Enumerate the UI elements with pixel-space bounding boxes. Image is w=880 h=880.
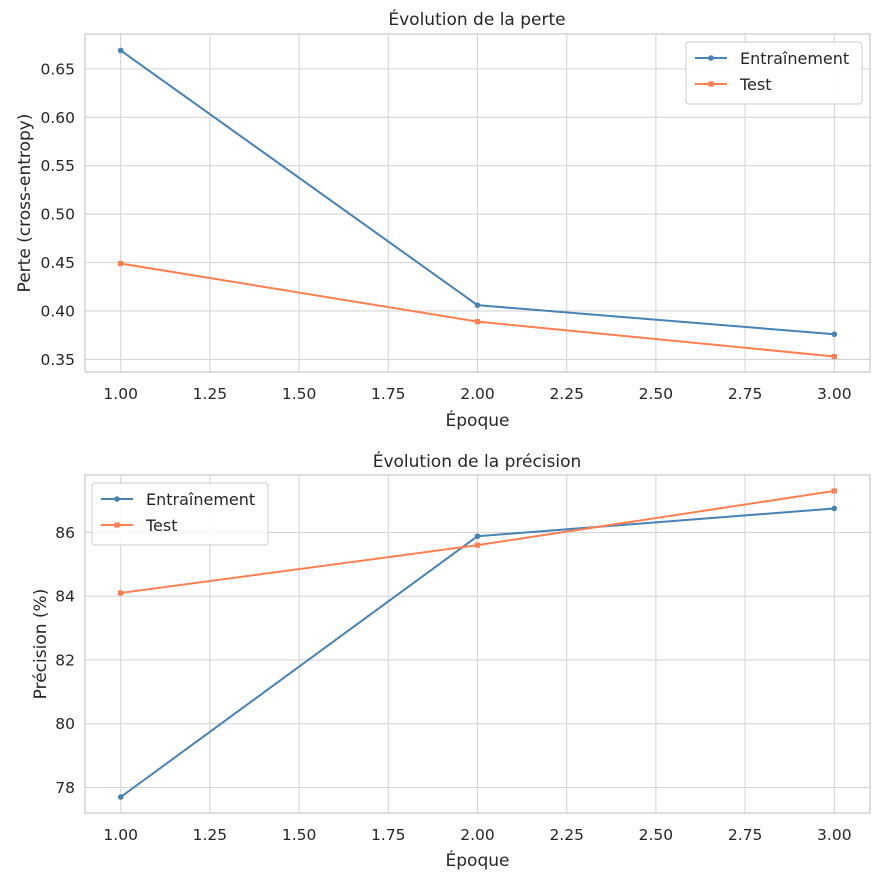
loss-y-tick-label: 0.50 (40, 206, 75, 224)
loss-data-point-train (117, 47, 124, 54)
accuracy-plot-frame (84, 474, 871, 814)
accuracy-data-point-train (831, 505, 838, 512)
accuracy-x-tick-label: 3.00 (817, 826, 852, 844)
loss-gridlines (85, 34, 870, 372)
loss-legend-label-test: Test (739, 75, 772, 94)
loss-legend-label-train: Entraînement (740, 49, 849, 68)
loss-y-tick-label: 0.60 (40, 109, 75, 127)
loss-x-tick-label: 1.25 (193, 385, 228, 403)
loss-x-tick-label: 2.50 (639, 385, 674, 403)
accuracy-y-tick-label: 80 (55, 715, 75, 733)
loss-legend-marker-train (708, 55, 714, 61)
loss-x-tick-label: 1.00 (103, 385, 138, 403)
loss-x-tick-label: 1.50 (282, 385, 317, 403)
accuracy-y-tick-label: 86 (55, 524, 75, 542)
accuracy-x-tick-label: 1.00 (103, 826, 138, 844)
accuracy-y-ticks: 78 80 82 84 86 (55, 524, 75, 797)
accuracy-x-tick-label: 1.25 (193, 826, 228, 844)
loss-legend-box (685, 41, 863, 105)
accuracy-data-point-test (474, 542, 481, 548)
accuracy-y-tick-label: 84 (55, 588, 75, 606)
accuracy-y-axis-label: Précision (%) (31, 589, 51, 700)
loss-data-point-train (831, 331, 838, 338)
accuracy-data-point-train (474, 533, 481, 540)
loss-x-ticks: 1.00 1.25 1.50 1.75 2.00 2.25 2.50 2.75 3.00 (103, 385, 851, 403)
accuracy-legend: Entraînement Test (91, 482, 269, 546)
loss-y-tick-label: 0.45 (40, 254, 75, 272)
accuracy-x-tick-label: 2.75 (728, 826, 763, 844)
loss-chart-title: Évolution de la perte (388, 8, 565, 30)
accuracy-x-tick-label: 2.25 (549, 826, 584, 844)
accuracy-y-tick-label: 78 (55, 779, 75, 797)
loss-legend: Entraînement Test (685, 41, 863, 105)
loss-chart: Évolution de la perte 1.00 1.25 1.50 1.75 2.… (15, 8, 871, 431)
accuracy-x-tick-label: 2.00 (460, 826, 495, 844)
accuracy-x-tick-label: 1.75 (371, 826, 406, 844)
accuracy-legend-marker-test (114, 522, 120, 528)
accuracy-legend-label-test: Test (145, 516, 178, 535)
accuracy-x-axis-label: Époque (446, 849, 510, 871)
loss-y-tick-label: 0.55 (40, 157, 75, 175)
loss-legend-marker-test (708, 81, 714, 87)
loss-x-tick-label: 2.75 (728, 385, 763, 403)
accuracy-series (117, 488, 838, 800)
loss-series (117, 47, 838, 360)
loss-data-point-test (474, 319, 481, 325)
accuracy-chart-title: Évolution de la précision (373, 450, 582, 472)
loss-y-ticks: 0.35 0.40 0.45 0.50 0.55 0.60 0.65 (40, 60, 75, 369)
loss-x-tick-label: 2.25 (549, 385, 584, 403)
loss-data-point-test (118, 260, 124, 267)
loss-y-axis-label: Perte (cross-entropy) (15, 114, 35, 293)
loss-plot-frame (84, 33, 871, 373)
accuracy-legend-label-train: Entraînement (146, 490, 255, 509)
loss-y-tick-label: 0.40 (40, 302, 75, 320)
accuracy-x-ticks: 1.00 1.25 1.50 1.75 2.00 2.25 2.50 2.75 3.00 (103, 826, 851, 844)
accuracy-y-tick-label: 82 (55, 651, 75, 669)
accuracy-x-tick-label: 2.50 (639, 826, 674, 844)
loss-data-point-test (831, 353, 837, 360)
accuracy-legend-marker-train (114, 496, 120, 502)
accuracy-x-tick-label: 1.50 (282, 826, 317, 844)
loss-data-point-train (474, 302, 481, 308)
loss-x-axis-label: Époque (446, 409, 510, 431)
accuracy-data-point-test (118, 590, 124, 596)
accuracy-chart: Évolution de la précision 1.00 1.25 1.50 1.… (31, 450, 871, 871)
loss-y-tick-label: 0.35 (40, 351, 75, 369)
loss-x-tick-label: 1.75 (371, 385, 406, 403)
accuracy-data-point-train (117, 794, 124, 800)
accuracy-data-point-test (831, 488, 837, 494)
loss-y-tick-label: 0.65 (40, 60, 75, 78)
loss-x-tick-label: 3.00 (817, 385, 852, 403)
accuracy-legend-box (91, 482, 269, 546)
loss-x-tick-label: 2.00 (460, 385, 495, 403)
